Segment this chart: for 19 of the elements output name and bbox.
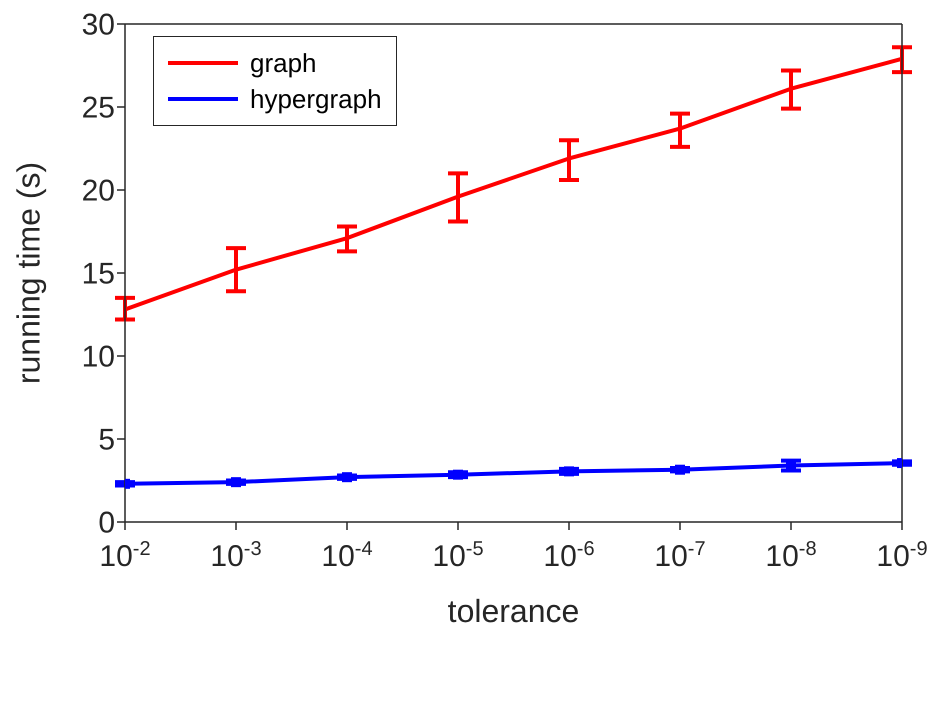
x-tick-label: 10$^{-3}$ bbox=[210, 538, 262, 573]
legend-label: hypergraph bbox=[250, 83, 382, 116]
y-tick-label: 30 bbox=[82, 8, 115, 42]
y-tick-label: 5 bbox=[98, 424, 115, 457]
y-tick-label: 15 bbox=[82, 258, 115, 291]
y-tick-label: 25 bbox=[82, 92, 115, 125]
x-tick-label: 10$^{-5}$ bbox=[432, 538, 484, 573]
y-tick-label: 20 bbox=[82, 174, 115, 208]
x-tick-label: 10$^{-7}$ bbox=[654, 538, 706, 573]
x-axis-title: tolerance bbox=[448, 593, 580, 629]
y-tick-label: 0 bbox=[98, 506, 115, 540]
y-axis-title: running time (s) bbox=[10, 162, 46, 384]
x-tick-label: 10$^{-8}$ bbox=[765, 538, 817, 573]
x-tick-label: 10$^{-6}$ bbox=[543, 538, 595, 573]
x-tick-label: 10$^{-2}$ bbox=[99, 538, 151, 573]
x-tick-label: 10$^{-4}$ bbox=[321, 538, 373, 573]
x-tick-label: 10$^{-9}$ bbox=[876, 538, 928, 573]
y-tick-label: 10 bbox=[82, 340, 115, 374]
legend-label: graph bbox=[250, 47, 316, 80]
